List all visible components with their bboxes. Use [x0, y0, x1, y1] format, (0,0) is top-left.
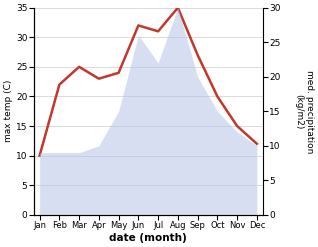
Y-axis label: med. precipitation
(kg/m2): med. precipitation (kg/m2): [294, 70, 314, 153]
Y-axis label: max temp (C): max temp (C): [4, 80, 13, 143]
X-axis label: date (month): date (month): [109, 233, 187, 243]
